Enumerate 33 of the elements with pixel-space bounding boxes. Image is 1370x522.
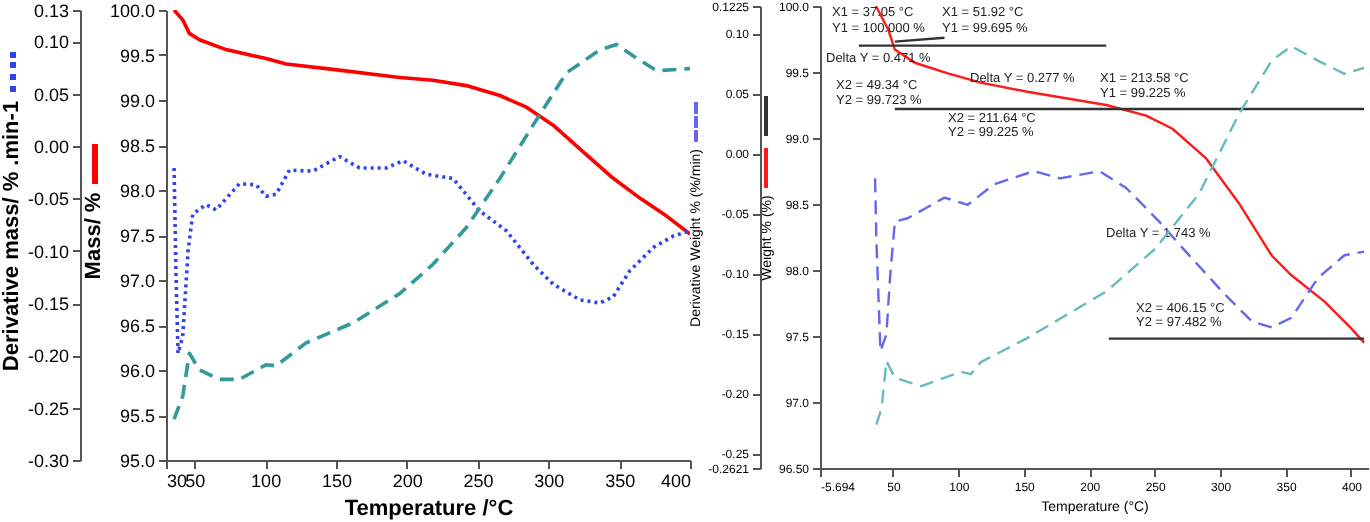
x-tick-label: 400: [660, 471, 691, 491]
x-tick-label: 100: [251, 471, 282, 491]
x-axis-title: Temperature /°C: [344, 497, 514, 521]
y-tick-label: 96.0: [119, 361, 155, 381]
y-tick-label: 98.0: [119, 181, 155, 201]
y-tick-label: 99.5: [119, 46, 155, 66]
x-tick-label: 250: [463, 471, 494, 491]
x-tick-label: 200: [392, 471, 423, 491]
y-tick-label: 98.5: [119, 136, 155, 156]
x-tick-label: 50: [185, 471, 206, 491]
y2-tick-label: -0.20: [27, 346, 69, 367]
y-tick-label: 97.0: [119, 271, 155, 291]
y-tick-label: 95.0: [119, 451, 155, 471]
y2-tick-label: 0.10: [33, 32, 69, 53]
y-tick-label: 100.0: [109, 1, 155, 21]
y2-tick-label: 0.05: [33, 84, 69, 105]
y2-tick-label: -0.15: [27, 294, 69, 315]
y2-axis-title: Derivative mass/ % .min-1: [0, 100, 24, 372]
y-axis-title: Mass/ %: [81, 192, 106, 280]
y-tick-label: 95.5: [119, 406, 155, 426]
y2-tick-label: -0.30: [27, 451, 69, 471]
y2-tick-label: 0.13: [33, 1, 69, 21]
y-tick-label: 96.5: [119, 316, 155, 336]
y2-tick-label: -0.10: [27, 241, 69, 262]
x-tick-label: 300: [534, 471, 565, 491]
x-tick-label: 150: [321, 471, 352, 491]
x-tick-label: 350: [605, 471, 636, 491]
y2-tick-label: -0.05: [27, 189, 69, 210]
y2-tick-label: -0.25: [27, 398, 69, 419]
x-tick-label: 30: [167, 471, 188, 491]
y-tick-label: 99.0: [119, 91, 155, 111]
y-tick-label: 97.5: [119, 226, 155, 246]
y2-tick-label: 0.00: [33, 137, 69, 158]
